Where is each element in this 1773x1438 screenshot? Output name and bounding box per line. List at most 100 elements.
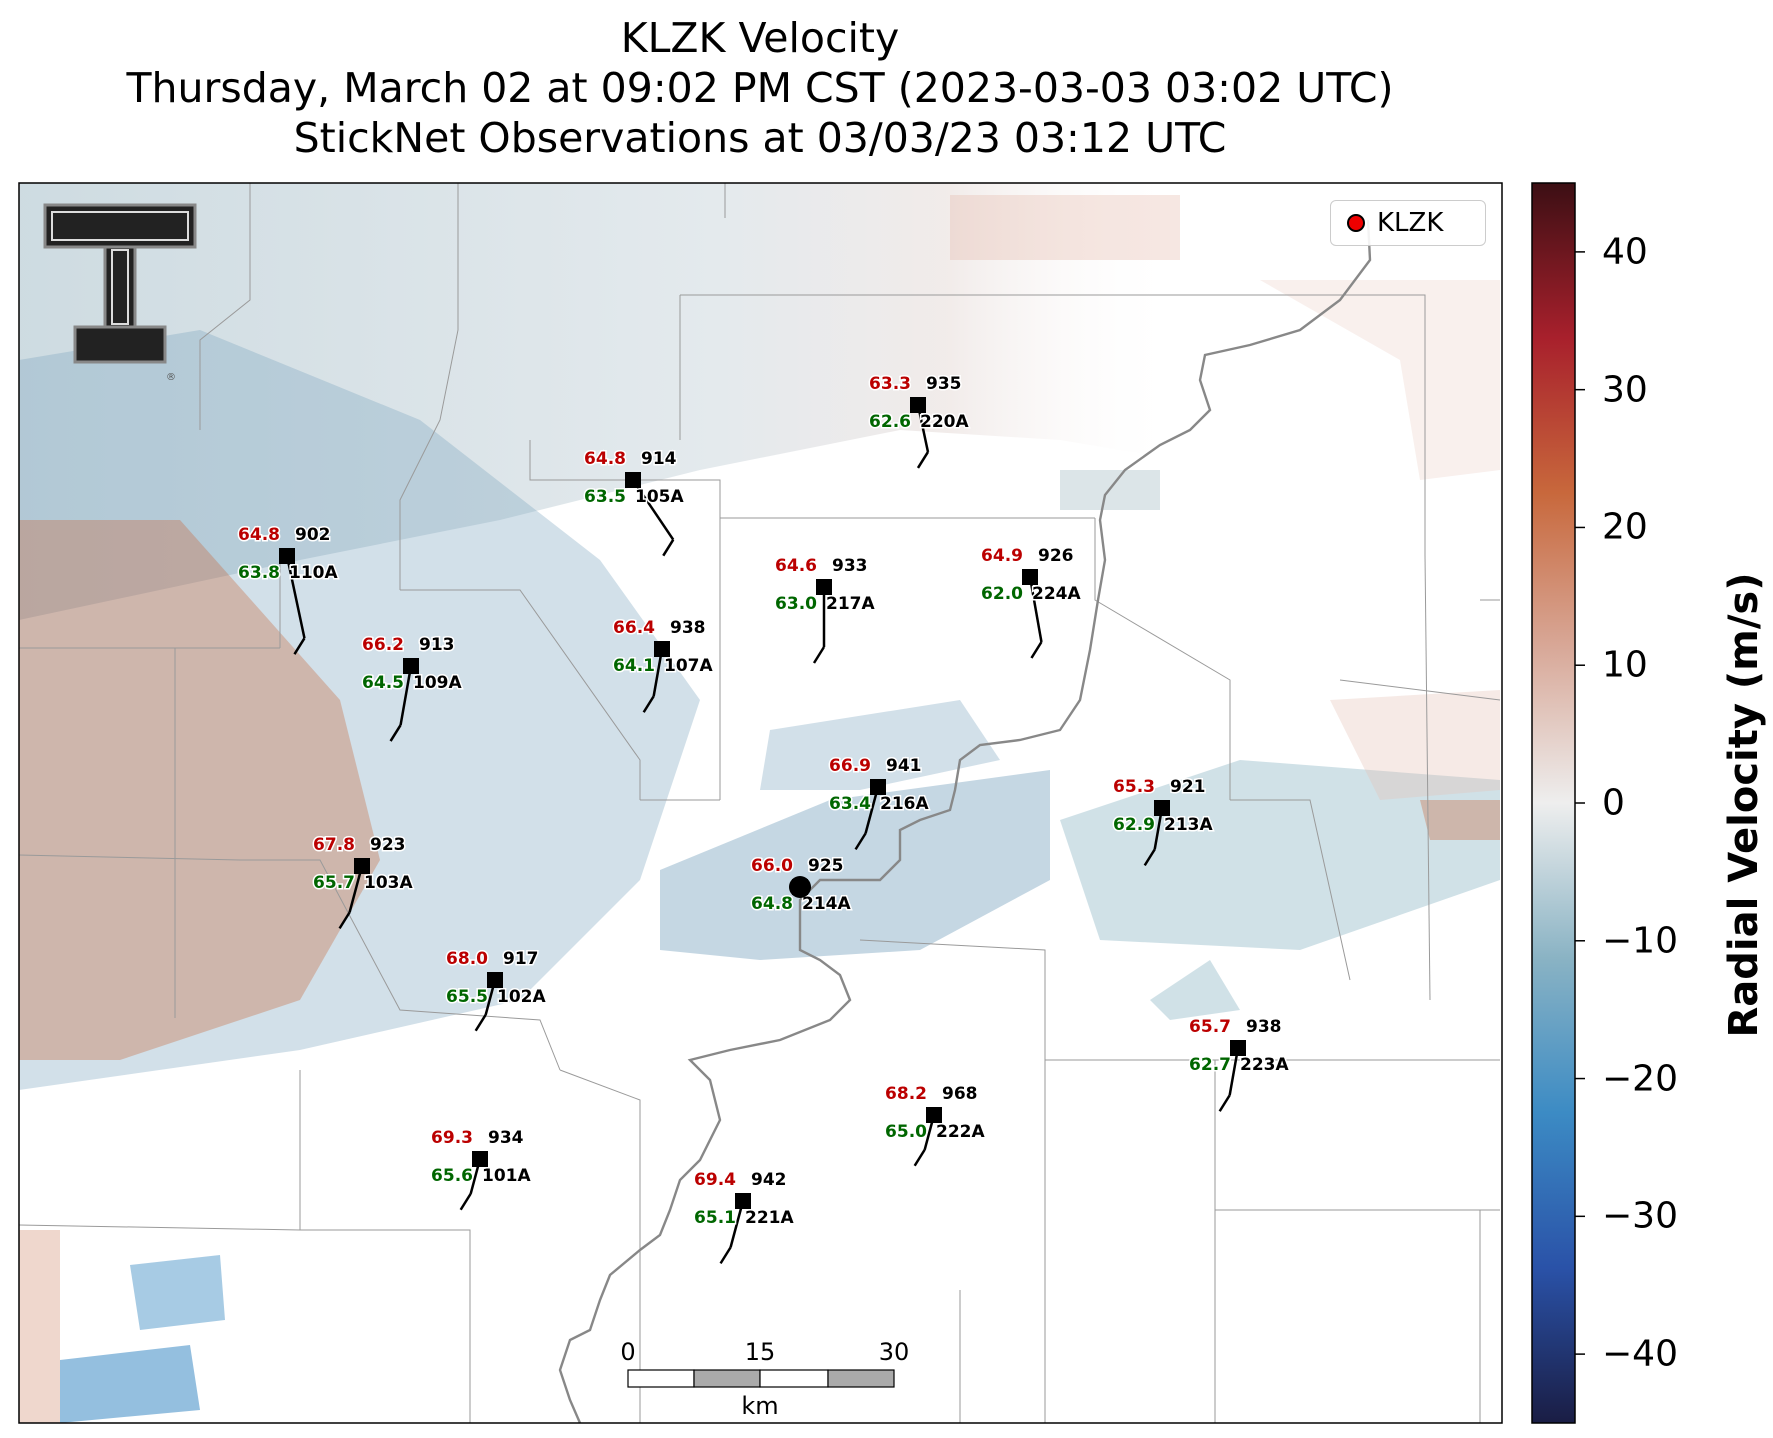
university-logo: ® xyxy=(43,203,197,383)
station-dewpoint: 62.9 xyxy=(1113,815,1155,835)
station-id: 214A xyxy=(802,894,851,914)
station-marker xyxy=(910,397,926,413)
station-temperature: 64.6 xyxy=(775,556,817,576)
wind-barb-flag xyxy=(854,832,867,851)
station-dewpoint: 62.7 xyxy=(1189,1055,1231,1075)
station-105A: 64.8 914 63.5 105A xyxy=(583,448,686,557)
station-id: 213A xyxy=(1164,815,1213,835)
station-temperature: 64.9 xyxy=(981,546,1023,566)
wind-barb-staff xyxy=(285,555,306,639)
station-temperature: 63.3 xyxy=(869,374,911,394)
station-101A: 69.3 934 65.6 101A xyxy=(430,1127,533,1211)
station-pressure: 926 xyxy=(1038,546,1074,566)
station-marker xyxy=(1022,569,1038,585)
logo-registered-mark: ® xyxy=(166,372,176,383)
wind-barb-flag xyxy=(916,451,930,469)
station-dewpoint: 65.1 xyxy=(694,1208,736,1228)
station-220A: 63.3 935 62.6 220A xyxy=(868,373,971,469)
station-dewpoint: 62.0 xyxy=(981,584,1023,604)
scale-bar: 0 15 30 km xyxy=(620,1338,909,1420)
station-dewpoint: 65.5 xyxy=(446,987,488,1007)
station-marker xyxy=(472,1151,488,1167)
colorbar-tick-label: 0 xyxy=(1602,782,1625,824)
map-frame xyxy=(18,182,1503,1424)
station-103A: 67.8 923 65.7 103A xyxy=(312,834,415,930)
station-layer: 63.3 935 62.6 220A 64.8 914 63.5 105A 64.8 902 63.… xyxy=(237,373,1291,1265)
station-temperature: 68.0 xyxy=(446,949,488,969)
station-temperature: 66.9 xyxy=(829,756,871,776)
station-id: 105A xyxy=(635,487,684,507)
scale-tick-30: 30 xyxy=(879,1338,910,1366)
station-marker xyxy=(625,472,641,488)
station-109A: 66.2 913 64.5 109A xyxy=(361,634,464,742)
wind-barb-flag xyxy=(474,1014,487,1032)
station-pressure: 921 xyxy=(1170,777,1206,797)
station-pressure: 941 xyxy=(886,756,922,776)
station-marker xyxy=(1230,1040,1246,1056)
county-boundaries xyxy=(19,183,1501,1423)
station-temperature: 69.3 xyxy=(431,1128,473,1148)
station-dewpoint: 65.6 xyxy=(431,1166,473,1186)
wind-barb-flag xyxy=(389,724,402,742)
colorbar-label: Radial Velocity (m/s) xyxy=(1721,572,1767,1038)
station-213A: 65.3 921 62.9 213A xyxy=(1112,776,1215,867)
scale-tick-15: 15 xyxy=(745,1338,776,1366)
station-pressure: 968 xyxy=(942,1084,978,1104)
station-pressure: 942 xyxy=(751,1170,787,1190)
wind-barb-staff xyxy=(1028,576,1043,643)
station-102A: 68.0 917 65.5 102A xyxy=(445,948,548,1032)
station-id: 220A xyxy=(920,412,969,432)
wind-barb-flag xyxy=(913,1149,926,1167)
legend-label: KLZK xyxy=(1377,208,1444,238)
station-id: 110A xyxy=(289,563,338,583)
title-radar: KLZK Velocity xyxy=(620,14,900,62)
station-dewpoint: 63.5 xyxy=(584,487,626,507)
river xyxy=(558,219,1372,1423)
wind-barb-flag xyxy=(1218,1094,1231,1112)
station-id: 109A xyxy=(413,673,462,693)
wind-barb-flag xyxy=(338,911,351,930)
station-pressure: 938 xyxy=(670,618,706,638)
wind-barb-staff xyxy=(399,665,413,726)
station-id: 103A xyxy=(364,873,413,893)
colorbar-tick-label: 20 xyxy=(1602,506,1648,548)
station-temperature: 69.4 xyxy=(694,1170,736,1190)
colorbar-tick-label: −40 xyxy=(1602,1333,1678,1375)
station-marker xyxy=(816,579,832,595)
station-pressure: 917 xyxy=(503,949,539,969)
station-pressure: 925 xyxy=(808,856,844,876)
station-dewpoint: 62.6 xyxy=(869,412,911,432)
station-216A: 66.9 941 63.4 216A xyxy=(828,755,931,851)
station-dewpoint: 64.8 xyxy=(751,894,793,914)
station-temperature: 64.8 xyxy=(238,525,280,545)
wind-barb-flag xyxy=(293,637,306,655)
legend: KLZK xyxy=(1330,200,1486,246)
legend-marker-icon xyxy=(1347,214,1365,232)
station-marker xyxy=(487,972,503,988)
wind-barb-flag xyxy=(719,1246,732,1265)
station-temperature: 67.8 xyxy=(313,835,355,855)
colorbar xyxy=(1531,182,1585,1424)
station-pressure: 902 xyxy=(295,525,331,545)
station-id: 101A xyxy=(482,1166,531,1186)
scale-unit: km xyxy=(741,1392,778,1420)
colorbar-tick-label: 40 xyxy=(1602,231,1648,273)
station-marker xyxy=(735,1193,751,1209)
colorbar-tick-label: −10 xyxy=(1602,920,1678,962)
station-id: 223A xyxy=(1240,1055,1289,1075)
station-107A: 66.4 938 64.1 107A xyxy=(612,617,715,713)
station-217A: 64.6 933 63.0 217A xyxy=(774,555,877,664)
station-marker xyxy=(654,641,670,657)
title-observations: StickNet Observations at 03/03/23 03:12 … xyxy=(293,114,1227,162)
title-timestamp: Thursday, March 02 at 09:02 PM CST (2023… xyxy=(126,64,1394,112)
station-dewpoint: 63.4 xyxy=(829,794,871,814)
station-marker xyxy=(870,779,886,795)
station-224A: 64.9 926 62.0 224A xyxy=(980,545,1083,659)
station-marker xyxy=(926,1107,942,1123)
station-222A: 68.2 968 65.0 222A xyxy=(884,1083,987,1167)
station-marker xyxy=(279,548,295,564)
station-id: 216A xyxy=(880,794,929,814)
station-id: 107A xyxy=(664,656,713,676)
wind-barb-flag xyxy=(1030,641,1043,659)
